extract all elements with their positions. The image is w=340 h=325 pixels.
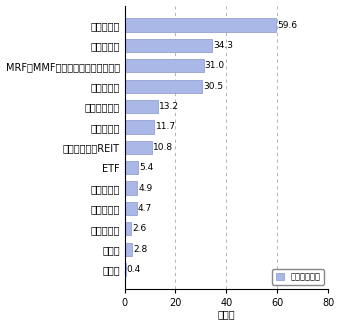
Bar (124, 100, 158, 113)
Bar (124, 222, 131, 235)
Text: 13.2: 13.2 (159, 102, 180, 111)
Bar (124, 120, 154, 134)
Text: 2.8: 2.8 (133, 245, 147, 254)
Text: 30.5: 30.5 (204, 82, 224, 91)
Bar (124, 161, 138, 174)
Text: 31.0: 31.0 (205, 61, 225, 70)
Bar (124, 19, 276, 32)
Text: 59.6: 59.6 (278, 20, 298, 30)
Bar (124, 263, 125, 276)
Text: 2.6: 2.6 (133, 224, 147, 233)
Bar (124, 181, 137, 195)
Bar (124, 59, 204, 72)
Bar (124, 242, 132, 256)
Text: 34.3: 34.3 (213, 41, 233, 50)
Text: 10.8: 10.8 (153, 143, 173, 152)
Text: 4.7: 4.7 (138, 204, 152, 213)
Bar (124, 202, 137, 215)
X-axis label: （％）: （％） (218, 309, 235, 319)
Bar (124, 80, 202, 93)
Bar (124, 39, 212, 52)
Legend: ：購入経験者: ：購入経験者 (272, 269, 324, 285)
Bar (124, 141, 152, 154)
Text: 5.4: 5.4 (140, 163, 154, 172)
Text: 0.4: 0.4 (127, 265, 141, 274)
Text: 4.9: 4.9 (138, 184, 153, 192)
Text: 11.7: 11.7 (156, 123, 176, 131)
